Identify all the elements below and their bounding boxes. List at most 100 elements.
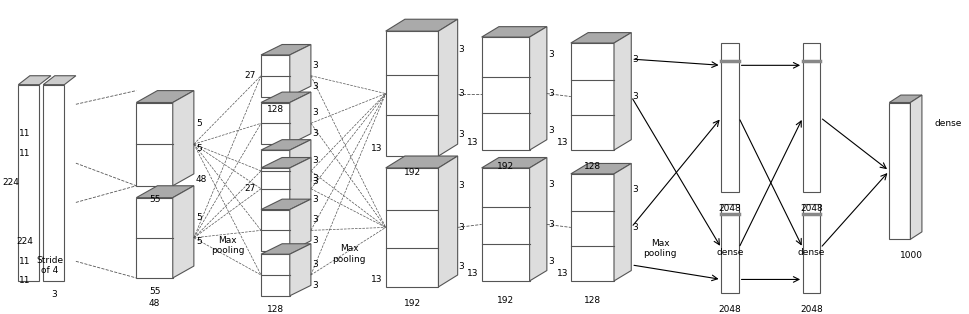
Text: 13: 13 — [556, 269, 568, 278]
Text: 3: 3 — [311, 129, 317, 138]
Text: 5: 5 — [196, 237, 202, 246]
Text: 3: 3 — [51, 290, 56, 299]
Polygon shape — [438, 156, 457, 287]
Text: 13: 13 — [371, 144, 383, 153]
Text: 3: 3 — [311, 82, 317, 91]
Text: 128: 128 — [583, 296, 601, 305]
Text: Max
pooling: Max pooling — [332, 245, 365, 264]
Text: 48: 48 — [148, 299, 160, 308]
Text: 192: 192 — [403, 299, 421, 308]
Text: 2048: 2048 — [718, 305, 740, 314]
Polygon shape — [570, 33, 631, 43]
Text: 3: 3 — [547, 257, 553, 266]
Polygon shape — [802, 203, 820, 293]
Text: 3: 3 — [311, 260, 317, 269]
Text: 128: 128 — [266, 305, 284, 314]
Text: 3: 3 — [632, 55, 638, 63]
Text: 27: 27 — [244, 71, 256, 80]
Polygon shape — [261, 168, 290, 209]
Polygon shape — [261, 209, 290, 251]
Text: 13: 13 — [467, 269, 479, 278]
Polygon shape — [802, 43, 820, 192]
Polygon shape — [261, 244, 311, 254]
Text: 48: 48 — [196, 175, 207, 184]
Text: 11: 11 — [18, 257, 30, 266]
Text: 3: 3 — [458, 223, 464, 232]
Text: 3: 3 — [311, 108, 317, 117]
Text: 13: 13 — [371, 275, 383, 284]
Text: 5: 5 — [196, 144, 202, 153]
Polygon shape — [889, 102, 910, 239]
Text: dense: dense — [933, 118, 961, 127]
Text: 3: 3 — [547, 126, 553, 135]
Polygon shape — [386, 168, 438, 287]
Polygon shape — [290, 244, 311, 296]
Polygon shape — [137, 198, 172, 278]
Polygon shape — [18, 76, 51, 85]
Polygon shape — [18, 85, 40, 281]
Text: 3: 3 — [458, 262, 464, 271]
Text: 3: 3 — [311, 174, 317, 183]
Text: 55: 55 — [148, 287, 160, 296]
Text: 3: 3 — [547, 220, 553, 229]
Text: 3: 3 — [311, 215, 317, 225]
Text: 3: 3 — [547, 89, 553, 98]
Text: Max
pooling: Max pooling — [642, 239, 676, 258]
Polygon shape — [44, 85, 64, 281]
Polygon shape — [721, 43, 738, 192]
Polygon shape — [261, 158, 311, 168]
Polygon shape — [482, 37, 529, 150]
Polygon shape — [137, 102, 172, 186]
Text: 3: 3 — [311, 236, 317, 245]
Polygon shape — [529, 27, 547, 150]
Text: 5: 5 — [196, 119, 202, 128]
Polygon shape — [570, 164, 631, 174]
Polygon shape — [889, 95, 921, 102]
Text: 3: 3 — [458, 130, 464, 139]
Text: 3: 3 — [311, 195, 317, 204]
Polygon shape — [290, 199, 311, 251]
Text: 2048: 2048 — [799, 305, 822, 314]
Polygon shape — [261, 254, 290, 296]
Polygon shape — [261, 45, 311, 55]
Polygon shape — [570, 43, 613, 150]
Polygon shape — [386, 31, 438, 156]
Text: dense: dense — [716, 248, 743, 257]
Polygon shape — [721, 203, 738, 293]
Text: 3: 3 — [311, 177, 317, 186]
Text: 11: 11 — [18, 149, 30, 158]
Text: 3: 3 — [632, 186, 638, 194]
Text: 11: 11 — [18, 276, 30, 285]
Text: Stride
of 4: Stride of 4 — [36, 256, 63, 275]
Text: 5: 5 — [196, 213, 202, 222]
Polygon shape — [570, 174, 613, 281]
Polygon shape — [172, 186, 194, 278]
Polygon shape — [386, 19, 457, 31]
Polygon shape — [261, 55, 290, 96]
Text: 128: 128 — [583, 162, 601, 171]
Text: 3: 3 — [311, 61, 317, 70]
Polygon shape — [261, 92, 311, 102]
Text: 13: 13 — [467, 138, 479, 147]
Text: 3: 3 — [632, 92, 638, 101]
Text: 2048: 2048 — [799, 203, 822, 213]
Text: 3: 3 — [458, 89, 464, 98]
Polygon shape — [482, 158, 547, 168]
Polygon shape — [482, 168, 529, 281]
Polygon shape — [613, 164, 631, 281]
Polygon shape — [290, 158, 311, 209]
Text: 3: 3 — [458, 181, 464, 190]
Text: 192: 192 — [496, 162, 514, 171]
Text: 128: 128 — [266, 106, 284, 115]
Polygon shape — [529, 158, 547, 281]
Polygon shape — [290, 45, 311, 96]
Text: 192: 192 — [496, 296, 514, 305]
Text: 224: 224 — [2, 178, 19, 187]
Text: Max
pooling: Max pooling — [210, 236, 244, 255]
Text: 27: 27 — [244, 184, 256, 193]
Polygon shape — [137, 186, 194, 198]
Text: 11: 11 — [18, 129, 30, 138]
Polygon shape — [44, 76, 76, 85]
Polygon shape — [172, 91, 194, 186]
Polygon shape — [386, 156, 457, 168]
